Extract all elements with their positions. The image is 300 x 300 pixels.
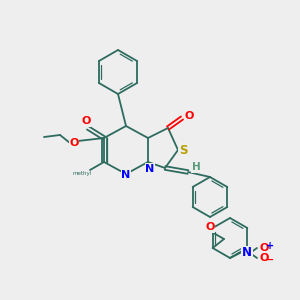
Text: S: S [179, 145, 187, 158]
Text: methyl: methyl [72, 170, 92, 175]
Text: O: O [69, 138, 79, 148]
Text: H: H [192, 162, 200, 172]
Text: O: O [205, 222, 215, 232]
Text: O: O [259, 253, 269, 263]
Text: −: − [265, 255, 275, 265]
Text: N: N [122, 170, 130, 180]
Text: O: O [184, 111, 194, 121]
Text: O: O [81, 116, 91, 126]
Text: +: + [266, 241, 274, 251]
Text: N: N [146, 164, 154, 174]
Text: N: N [242, 247, 252, 260]
Text: O: O [259, 243, 269, 253]
